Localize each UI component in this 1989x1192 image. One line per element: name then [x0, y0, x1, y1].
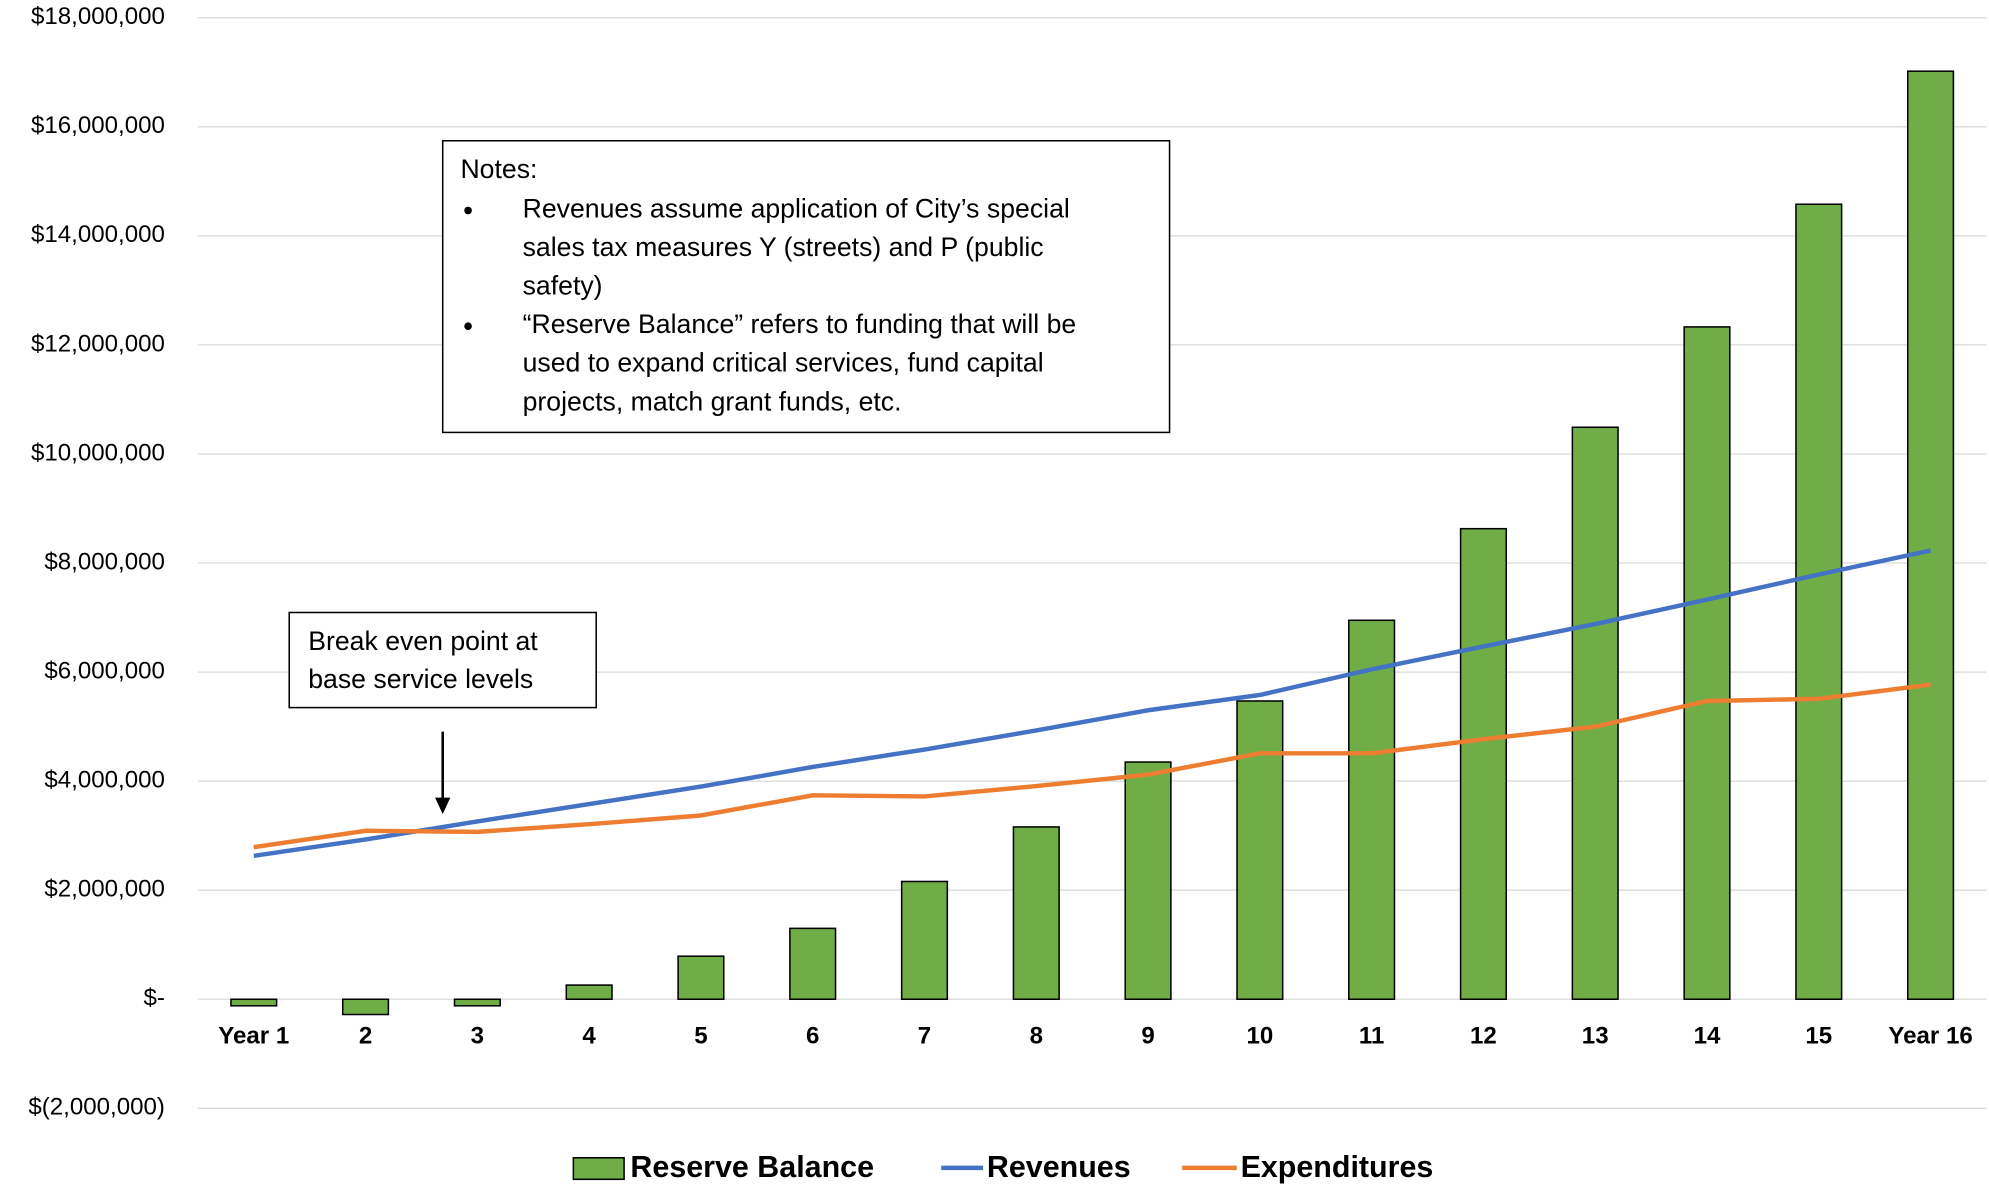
x-tick-label: 6 [806, 1023, 819, 1050]
note-line: Revenues assume application of City’s sp… [523, 194, 1070, 224]
legend-swatch [572, 1157, 625, 1181]
bar [1683, 326, 1731, 1001]
note-line: projects, match grant funds, etc. [523, 386, 902, 416]
x-tick-label: 15 [1805, 1023, 1832, 1050]
lines [253, 548, 1932, 859]
y-tick-label: $10,000,000 [31, 439, 165, 466]
note-line: “Reserve Balance” refers to funding that… [523, 309, 1077, 339]
x-tick-label: 4 [582, 1023, 596, 1050]
bar [1012, 826, 1060, 1001]
legend-label: Revenues [987, 1150, 1131, 1184]
bar [1906, 70, 1955, 1001]
legend-label: Expenditures [1241, 1150, 1434, 1184]
y-tick-label: $6,000,000 [44, 657, 165, 684]
x-tick-label: 9 [1141, 1023, 1154, 1050]
bar [789, 927, 837, 1001]
x-tick-label: 5 [694, 1023, 707, 1050]
bar [900, 880, 949, 1001]
bar [565, 984, 613, 1001]
break-even-line: Break even point at [308, 626, 538, 656]
x-tick-label: 12 [1470, 1023, 1497, 1050]
note-line: sales tax measures Y (streets) and P (pu… [523, 232, 1044, 262]
bar [453, 998, 501, 1007]
bar [230, 998, 278, 1007]
x-tick-label: 11 [1359, 1023, 1384, 1050]
note-line: used to expand critical services, fund c… [523, 348, 1044, 378]
x-tick-label: Year 16 [1888, 1023, 1972, 1050]
y-tick-label: $16,000,000 [31, 112, 165, 139]
line [253, 682, 1931, 850]
notes-box [441, 139, 1171, 434]
bullet [464, 322, 472, 330]
bar [1571, 426, 1619, 1001]
y-tick-label: $- [143, 985, 164, 1012]
bar [1124, 761, 1172, 1001]
bars [230, 70, 1955, 1016]
legend: Reserve Balance Revenues Expenditures [572, 1150, 1434, 1184]
arrow-head [435, 797, 451, 815]
bar [1348, 619, 1396, 1001]
notes-title: Notes: [460, 154, 537, 184]
y-tick-label: $12,000,000 [31, 330, 165, 357]
y-tick-label: $18,000,000 [31, 3, 165, 30]
break-even-box [288, 611, 597, 709]
y-tick-label: $2,000,000 [44, 876, 165, 903]
x-tick-label: 13 [1582, 1023, 1609, 1050]
x-tick-label: 14 [1694, 1023, 1721, 1050]
note-line: safety) [523, 271, 603, 301]
x-tick-label: 7 [918, 1023, 931, 1050]
bar [341, 998, 390, 1016]
y-tick-label: $(2,000,000) [28, 1094, 165, 1121]
x-tick-label: 3 [471, 1023, 484, 1050]
bullet [464, 206, 472, 215]
bar [677, 955, 725, 1001]
x-tick-label: 10 [1246, 1023, 1273, 1050]
break-even-line: base service levels [308, 664, 533, 694]
y-tick-label: $4,000,000 [44, 767, 165, 794]
line [253, 548, 1932, 859]
bar [1236, 700, 1284, 1001]
legend-label: Reserve Balance [630, 1150, 874, 1184]
bar [1459, 527, 1508, 1001]
y-tick-label: $14,000,000 [31, 221, 165, 248]
x-tick-label: 8 [1030, 1023, 1043, 1050]
notes: Notes: Revenues assume application of Cit… [308, 154, 1076, 694]
bar [1795, 203, 1843, 1001]
x-tick-label: 2 [359, 1023, 372, 1050]
y-tick-label: $8,000,000 [44, 548, 165, 575]
x-tick-label: Year 1 [218, 1023, 289, 1050]
